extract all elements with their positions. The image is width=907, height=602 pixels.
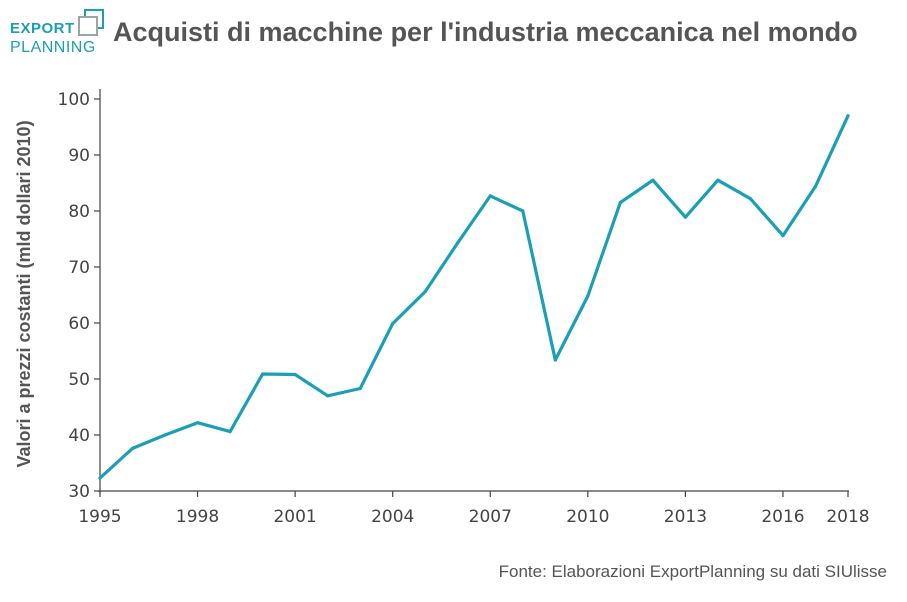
y-tick-label: 80	[68, 202, 90, 222]
y-tick-label: 70	[68, 258, 90, 278]
x-tick-label: 2013	[664, 507, 707, 527]
x-tick-label: 2007	[469, 507, 512, 527]
data-point	[683, 215, 687, 219]
x-tick-label: 2016	[761, 507, 804, 527]
logo-text-export: EXPORT	[10, 20, 75, 37]
y-tick-label: 30	[68, 482, 90, 502]
data-point	[781, 234, 785, 238]
data-point	[651, 178, 655, 182]
data-point	[228, 430, 232, 434]
data-point	[586, 294, 590, 298]
y-tick-label: 40	[68, 426, 90, 446]
data-point	[456, 241, 460, 245]
x-tick-label: 2004	[371, 507, 414, 527]
logo-text-planning: PLANNING	[10, 39, 96, 56]
y-tick-label: 100	[58, 90, 90, 110]
data-point	[748, 197, 753, 201]
data-point	[488, 194, 492, 198]
series-line-0	[98, 114, 850, 480]
source-note: Fonte: Elaborazioni ExportPlanning su da…	[498, 562, 887, 581]
data-point	[261, 372, 265, 376]
data-point	[358, 386, 362, 391]
line-chart: 30 40 50 60 70 80 90 100 1995 1998 2001 2004 2007 20…	[14, 89, 870, 527]
data-point	[813, 184, 818, 188]
x-tick-label: 1998	[176, 507, 219, 527]
y-tick-label: 90	[68, 146, 90, 166]
x-axis: 1995 1998 2001 2004 2007 2010 2013 2016 2018	[78, 490, 870, 527]
data-point	[326, 394, 330, 398]
data-point	[716, 178, 720, 182]
y-axis: 30 40 50 60 70 80 90 100	[58, 89, 101, 502]
data-point	[195, 421, 200, 425]
chart-header: EXPORT PLANNING Acquisti di macchine per…	[0, 0, 907, 70]
y-tick-label: 60	[68, 314, 90, 334]
x-tick-label: 1995	[78, 507, 121, 527]
series-layer	[98, 114, 850, 480]
data-point	[163, 433, 167, 437]
data-point	[423, 290, 427, 294]
x-tick-label: 2001	[273, 507, 316, 527]
data-point	[293, 372, 297, 377]
data-point	[846, 114, 850, 118]
x-tick-label: 2018	[826, 507, 869, 527]
exportplanning-logo: EXPORT PLANNING	[10, 8, 110, 62]
y-axis-label: Valori a prezzi costanti (mld dollari 20…	[14, 120, 34, 467]
chart-title: Acquisti di macchine per l'industria mec…	[113, 17, 858, 47]
data-point	[391, 321, 395, 326]
y-tick-label: 50	[68, 370, 90, 390]
x-tick-label: 2010	[566, 507, 609, 527]
data-point	[130, 446, 135, 451]
data-point	[98, 476, 102, 480]
data-point	[618, 201, 622, 205]
logo-squares-icon	[78, 9, 104, 36]
data-point	[553, 358, 557, 362]
data-point	[521, 209, 525, 213]
